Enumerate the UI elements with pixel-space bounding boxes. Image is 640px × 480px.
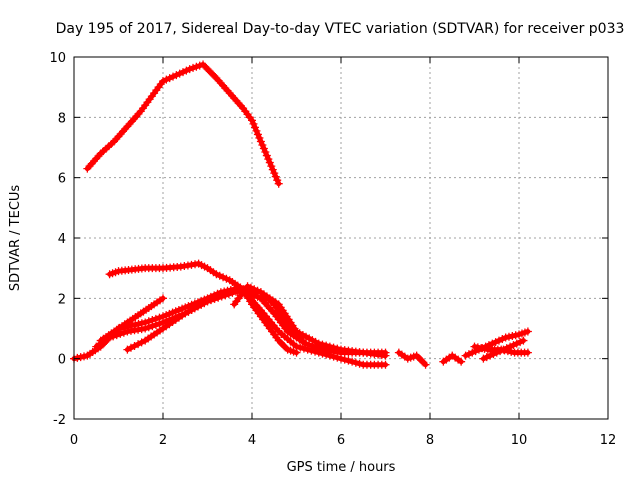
x-tick-label: 0 [70,433,78,448]
series-arc-12 [479,336,528,363]
y-tick-label: -2 [53,413,66,428]
plus-markers [230,282,310,348]
y-axis-label: SDTVAR / TECUs [8,185,23,292]
series-arc-1 [83,60,283,188]
series-arc-6 [92,285,390,360]
grid-lines [74,57,608,419]
series-arc-9 [439,351,466,366]
plus-markers [479,336,528,363]
series-arc-8 [394,348,430,369]
plus-markers [439,351,466,366]
x-tick-label: 6 [337,433,345,448]
y-tick-label: 0 [58,353,66,368]
axis-ticks: 0 2 4 6 8 10 12 -2 0 2 4 6 8 10 [49,51,616,448]
plus-markers [83,60,283,188]
y-tick-label: 8 [58,111,66,126]
x-tick-label: 8 [426,433,434,448]
y-tick-label: 2 [58,292,66,307]
x-tick-label: 10 [511,433,528,448]
x-tick-label: 2 [159,433,167,448]
plus-markers [394,348,430,369]
chart-title: Day 195 of 2017, Sidereal Day-to-day VTE… [56,21,625,37]
series-arc-7 [230,282,310,348]
x-tick-label: 4 [248,433,256,448]
y-tick-label: 10 [49,51,66,66]
x-axis-label: GPS time / hours [287,460,396,475]
y-tick-label: 4 [58,232,66,247]
x-tick-label: 12 [600,433,617,448]
data-series [70,60,532,369]
y-tick-label: 6 [58,172,66,187]
